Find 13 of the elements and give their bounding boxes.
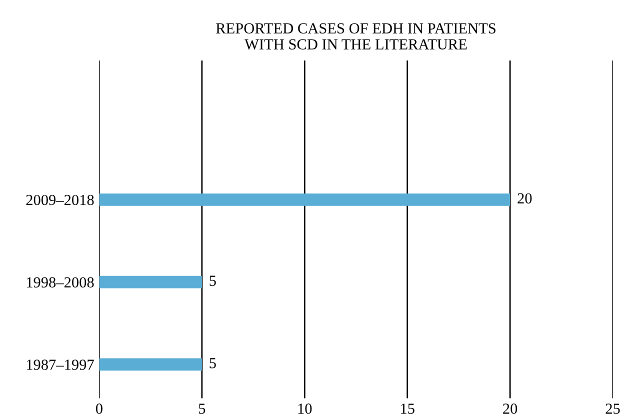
x-tick-label: 5	[198, 404, 206, 414]
data-label: 20	[518, 193, 532, 204]
x-tick-label: 20	[503, 404, 518, 414]
x-tick-label: 15	[401, 404, 414, 414]
data-label: 5	[210, 358, 216, 368]
y-tick-label: 1998–2008	[26, 277, 94, 288]
data-label: 5	[210, 276, 216, 286]
x-tick-label: 25	[606, 404, 620, 414]
y-tick-label: 2009–2018	[26, 194, 94, 206]
y-tick-label: 1987–1997	[26, 360, 94, 370]
x-tick-label: 10	[298, 404, 312, 414]
chart-title: REPORTED CASES OF EDH IN PATIENTS WITH SCD IN THE LITERATURE	[216, 23, 496, 50]
x-tick-label: 0	[96, 404, 102, 414]
